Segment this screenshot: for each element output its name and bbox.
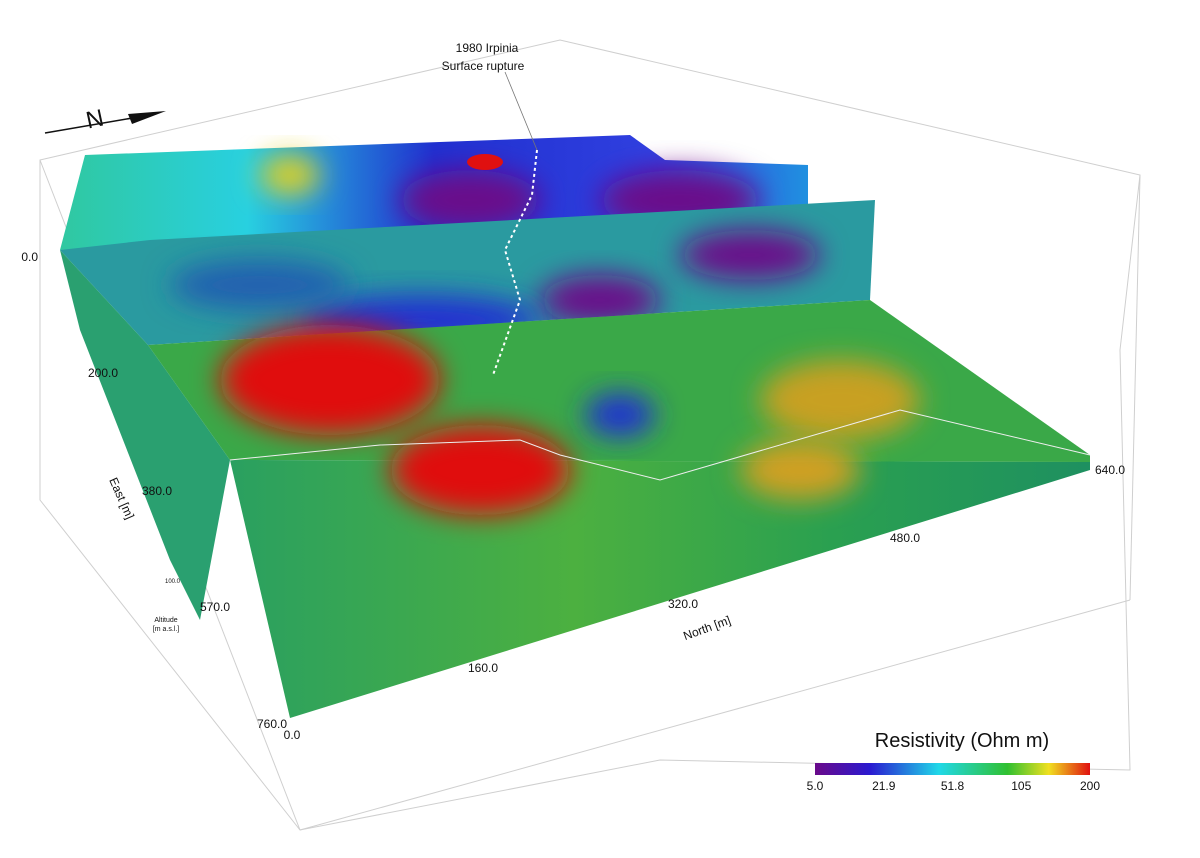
annotation: 1980 Irpinia — [456, 41, 519, 55]
colorbar-tick: 51.8 — [941, 779, 965, 793]
colorbar-tick: 200 — [1080, 779, 1100, 793]
east-tick: 200.0 — [88, 366, 118, 380]
box-edge — [299, 599, 1131, 831]
north-tick: 160.0 — [468, 661, 498, 675]
north-tick: 480.0 — [890, 531, 920, 545]
colorbar-tick: 105 — [1011, 779, 1031, 793]
box-edge — [1129, 174, 1141, 601]
colorbar — [815, 763, 1090, 775]
north-tick: 640.0 — [1095, 463, 1125, 477]
annotation: Surface rupture — [442, 59, 525, 73]
altitude-tick: 100.0 — [165, 579, 181, 585]
colorbar-ticks: 5.0 21.9 51.8 105 200 — [807, 779, 1101, 793]
block-side — [60, 250, 230, 620]
annotation-leader — [504, 71, 538, 151]
colorbar-tick: 5.0 — [807, 779, 824, 793]
altitude-label: [m a.s.l.] — [153, 626, 180, 633]
resistivity-block-top — [148, 300, 1090, 462]
north-tick: 320.0 — [668, 597, 698, 611]
altitude-label: Altitude — [154, 617, 177, 624]
east-tick: 570.0 — [200, 600, 230, 614]
resistivity-block-front — [230, 425, 1090, 718]
colorbar-title: Resistivity (Ohm m) — [875, 730, 1049, 752]
north-tick: 0.0 — [284, 728, 301, 742]
colorbar-tick: 21.9 — [872, 779, 896, 793]
east-tick: 380.0 — [142, 484, 172, 498]
north-arrow-label: N — [84, 105, 107, 135]
resistivity-slice-middle — [60, 200, 875, 345]
topography-line — [229, 409, 1091, 481]
box-wireframe — [39, 39, 1141, 831]
east-tick: 760.0 — [257, 717, 287, 731]
surface-rupture — [492, 149, 538, 376]
east-tick: 0.0 — [21, 250, 38, 264]
north-arrow-head — [128, 111, 166, 124]
